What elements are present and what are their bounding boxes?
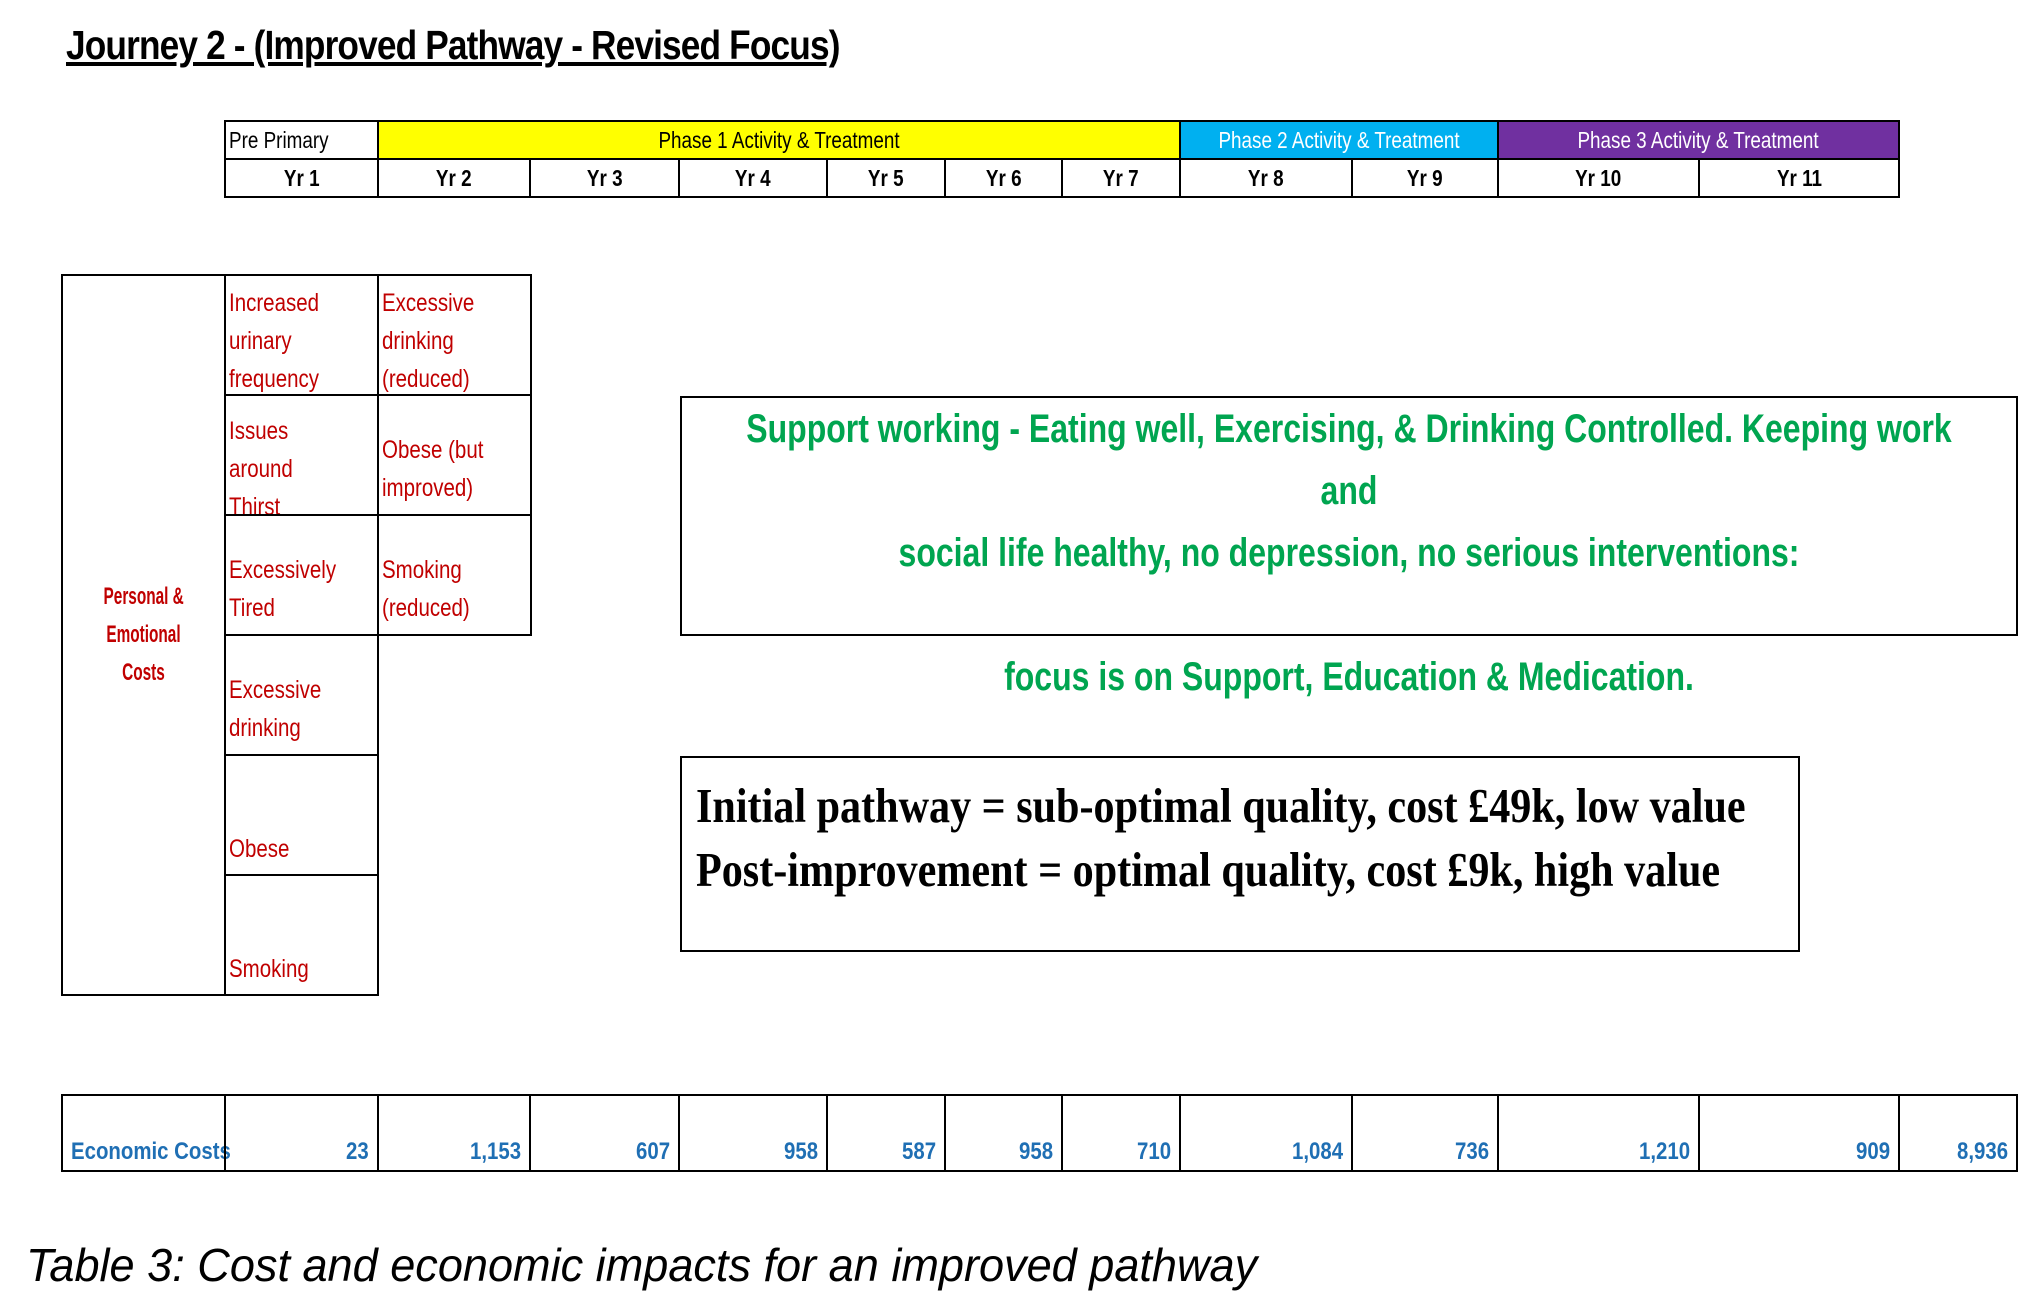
year-cell: Yr 6 — [944, 158, 1063, 198]
support-line-1: Support working - Eating well, Exercisin… — [746, 407, 1952, 513]
table-caption: Table 3: Cost and economic impacts for a… — [26, 1239, 1258, 1291]
support-line-3: focus is on Support, Education & Medicat… — [1004, 655, 1694, 699]
year-cell: Yr 1 — [224, 158, 379, 198]
symptom-improved-cell: Smoking (reduced) — [377, 514, 532, 636]
pathway-line-1: Initial pathway = sub-optimal quality, c… — [696, 778, 1746, 833]
phase-pre-primary: Pre Primary — [224, 120, 379, 160]
economic-value: 710 — [1061, 1094, 1181, 1172]
phase-label: Pre Primary — [229, 126, 329, 153]
economic-value: 607 — [529, 1094, 680, 1172]
year-cell: Yr 5 — [826, 158, 946, 198]
phase-1: Phase 1 Activity & Treatment — [377, 120, 1181, 160]
economic-total: 8,936 — [1898, 1094, 2018, 1172]
economic-value: 909 — [1698, 1094, 1900, 1172]
year-cell: Yr 2 — [377, 158, 531, 198]
personal-emotional-label: Personal & Emotional Costs — [61, 274, 226, 996]
pathway-line-2: Post-improvement = optimal quality, cost… — [696, 842, 1721, 897]
support-focus-box: Support working - Eating well, Exercisin… — [680, 396, 2018, 699]
year-cell: Yr 11 — [1698, 158, 1900, 198]
economic-costs-label: Economic Costs — [61, 1094, 231, 1172]
symptom-cell: Issues around Thirst — [224, 394, 379, 516]
pathway-comparison-box: Initial pathway = sub-optimal quality, c… — [680, 756, 1800, 952]
year-cell: Yr 9 — [1351, 158, 1499, 198]
year-cell: Yr 10 — [1497, 158, 1700, 198]
economic-value: 587 — [826, 1094, 946, 1172]
label-line: Personal & — [103, 583, 184, 610]
label-line: Emotional Costs — [106, 621, 181, 686]
phase-label: Phase 1 Activity & Treatment — [658, 126, 900, 153]
economic-value: 23 — [224, 1094, 379, 1172]
phase-2: Phase 2 Activity & Treatment — [1179, 120, 1499, 160]
economic-value: 736 — [1351, 1094, 1499, 1172]
symptom-cell: Smoking — [224, 874, 379, 996]
symptom-cell: Obese — [224, 754, 379, 876]
symptom-cell: Excessive drinking — [224, 634, 379, 756]
economic-value: 958 — [944, 1094, 1063, 1172]
symptom-improved-cell: Excessive drinking (reduced) — [377, 274, 532, 396]
year-cell: Yr 8 — [1179, 158, 1353, 198]
phase-label: Phase 2 Activity & Treatment — [1218, 126, 1460, 153]
support-line-2: social life healthy, no depression, no s… — [898, 531, 1800, 575]
economic-value: 1,084 — [1179, 1094, 1353, 1172]
economic-value: 1,210 — [1497, 1094, 1700, 1172]
year-cell: Yr 3 — [529, 158, 680, 198]
economic-value: 1,153 — [377, 1094, 531, 1172]
symptom-improved-cell: Obese (but improved) — [377, 394, 532, 516]
phase-label: Phase 3 Activity & Treatment — [1577, 126, 1820, 153]
year-cell: Yr 7 — [1061, 158, 1181, 198]
symptom-cell: Excessively Tired — [224, 514, 379, 636]
page-title: Journey 2 - (Improved Pathway - Revised … — [66, 22, 840, 68]
year-cell: Yr 4 — [678, 158, 828, 198]
phase-3: Phase 3 Activity & Treatment — [1497, 120, 1900, 160]
economic-value: 958 — [678, 1094, 828, 1172]
symptom-cell: Increased urinary frequency — [224, 274, 379, 396]
